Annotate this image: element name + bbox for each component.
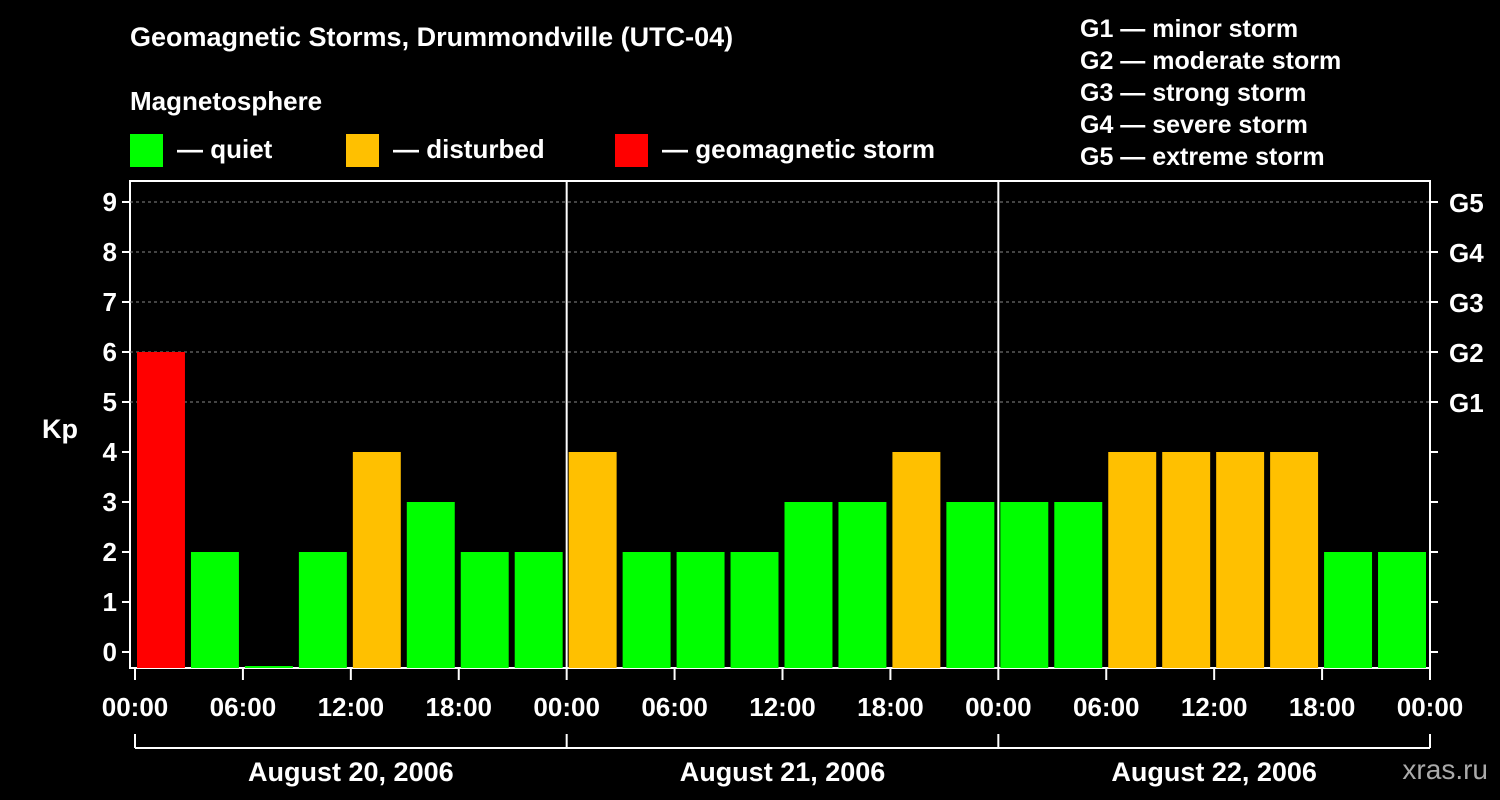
y-axis-label: Kp	[42, 414, 78, 444]
kp-bar	[1378, 552, 1426, 668]
storm-scale-g1: G1 — minor storm	[1080, 15, 1299, 43]
brand-watermark: xras.ru	[1402, 754, 1488, 785]
y-tick-label: 5	[103, 387, 117, 417]
y-tick-label: 0	[103, 637, 117, 667]
kp-bar	[244, 666, 293, 668]
x-tick-label: 18:00	[426, 692, 493, 722]
kp-bar	[514, 552, 563, 668]
kp-bar	[784, 502, 833, 668]
y-tick-label: 9	[103, 187, 117, 217]
storm-scale-g3: G3 — strong storm	[1080, 79, 1307, 107]
legend-swatch-storm	[615, 134, 648, 167]
kp-bar	[298, 552, 347, 668]
kp-bar	[1000, 502, 1049, 668]
legend-label-disturbed: — disturbed	[393, 134, 545, 164]
g-scale-label: G2	[1449, 338, 1484, 368]
chart-title: Geomagnetic Storms, Drummondville (UTC-0…	[130, 22, 734, 52]
x-tick-label: 18:00	[857, 692, 924, 722]
storm-scale-g5: G5 — extreme storm	[1080, 143, 1325, 171]
x-tick-label: 12:00	[749, 692, 816, 722]
g-scale-label: G4	[1449, 238, 1484, 268]
kp-bar	[1324, 552, 1373, 668]
legend-label-storm: — geomagnetic storm	[662, 134, 936, 164]
g-scale-label: G5	[1449, 188, 1484, 218]
kp-bar	[838, 502, 887, 668]
kp-bar	[352, 452, 401, 668]
x-tick-label: 00:00	[533, 692, 600, 722]
storm-scale-g4: G4 — severe storm	[1080, 111, 1308, 139]
kp-bar	[622, 552, 671, 668]
legend-swatch-quiet	[130, 134, 163, 167]
kp-bar	[568, 452, 617, 668]
day-label: August 22, 2006	[1111, 757, 1317, 787]
g-scale-label: G3	[1449, 288, 1484, 318]
kp-bar	[1054, 502, 1103, 668]
kp-bar	[892, 452, 941, 668]
kp-bar	[1162, 452, 1211, 668]
kp-bar	[1216, 452, 1265, 668]
legend-swatch-disturbed	[346, 134, 379, 167]
y-tick-label: 2	[103, 537, 117, 567]
x-tick-label: 18:00	[1289, 692, 1356, 722]
y-tick-label: 3	[103, 487, 117, 517]
legend-label-quiet: — quiet	[177, 134, 273, 164]
x-tick-label: 12:00	[1181, 692, 1248, 722]
y-tick-label: 8	[103, 237, 117, 267]
y-tick-label: 6	[103, 337, 117, 367]
day-label: August 21, 2006	[680, 757, 886, 787]
y-tick-label: 1	[103, 587, 117, 617]
kp-bar	[460, 552, 509, 668]
kp-bar	[1108, 452, 1157, 668]
kp-bar	[1270, 452, 1319, 668]
storm-scale-g2: G2 — moderate storm	[1080, 47, 1342, 75]
kp-bar	[946, 502, 995, 668]
x-tick-label: 06:00	[210, 692, 277, 722]
kp-bar	[406, 502, 455, 668]
x-tick-label: 00:00	[102, 692, 169, 722]
y-tick-label: 7	[103, 287, 117, 317]
x-tick-label: 00:00	[1397, 692, 1464, 722]
kp-bar	[730, 552, 779, 668]
x-tick-label: 12:00	[318, 692, 385, 722]
kp-bar	[137, 352, 185, 668]
day-label: August 20, 2006	[248, 757, 454, 787]
chart-subtitle: Magnetosphere	[130, 86, 323, 116]
x-tick-label: 00:00	[965, 692, 1032, 722]
x-tick-label: 06:00	[1073, 692, 1140, 722]
g-scale-label: G1	[1449, 388, 1484, 418]
kp-bar	[676, 552, 725, 668]
kp-bar	[190, 552, 239, 668]
x-tick-label: 06:00	[641, 692, 708, 722]
y-tick-label: 4	[103, 437, 118, 467]
